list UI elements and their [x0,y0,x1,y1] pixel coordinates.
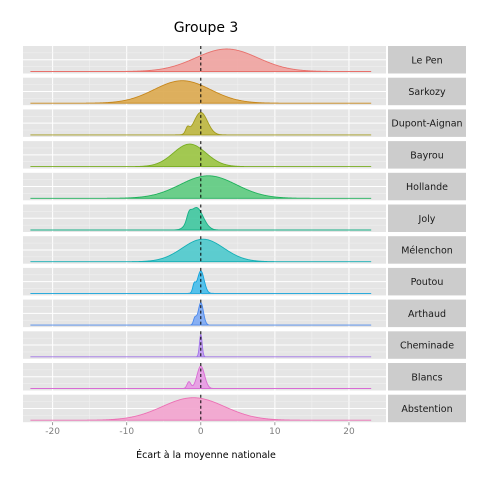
panel-bayrou: Bayrou [23,141,466,169]
strip-background [388,46,466,74]
panel-le-pen: Le Pen [23,46,466,74]
strip-label: Le Pen [411,55,442,66]
strip-label: Dupont-Aignan [391,119,462,130]
x-tick-label: 20 [343,427,355,437]
strip-label: Blancs [411,372,442,383]
strip-label: Poutou [411,277,444,288]
panels: Le Pen Sarkozy Dupont-Aignan Bayrou Hollande… [23,46,466,423]
strip-background [388,77,466,106]
density-area [30,332,372,358]
panel-sarkozy: Sarkozy [23,77,466,106]
density-area [30,111,372,136]
panel-poutou: Poutou [23,267,466,296]
panel-dupont-aignan: Dupont-Aignan [23,109,466,137]
strip-background [388,363,466,391]
strip-background [388,141,466,169]
x-axis: -20 -10 0 10 20 [45,422,355,437]
density-area [30,397,372,421]
panel-grid [23,331,386,359]
strip-background [388,204,466,232]
density-area [30,365,372,389]
strip-label: Hollande [406,182,448,193]
x-tick-label: -10 [119,427,134,437]
strip-background [388,267,466,296]
density-area [30,270,372,294]
panel-joly: Joly [23,204,466,232]
strip-label: Abstention [401,404,452,415]
strip-label: Joly [418,214,436,225]
x-tick-label: -20 [45,427,60,437]
strip-background [388,109,466,137]
strip-background [388,236,466,264]
density-area [30,48,372,72]
strip-label: Sarkozy [408,87,446,98]
x-tick-label: 10 [269,427,281,437]
strip-label: Mélenchon [401,245,453,256]
panel-blancs: Blancs [23,363,466,391]
density-area [30,302,372,326]
panel-grid [23,299,386,328]
density-area [30,175,372,199]
strip-label: Bayrou [410,150,444,161]
panel-arthaud: Arthaud [23,299,466,328]
strip-label: Arthaud [408,309,446,320]
chart-title: Groupe 3 [174,20,239,36]
panel-melenchon: Mélenchon [23,236,466,264]
x-axis-label: Écart à la moyenne nationale [136,449,276,461]
x-tick-label: 0 [198,427,204,437]
panel-abstention: Abstention [23,394,466,423]
strip-background [388,172,466,201]
panel-hollande: Hollande [23,172,466,201]
strip-background [388,331,466,359]
density-area [30,238,372,263]
strip-background [388,394,466,423]
strip-label: Cheminade [400,341,454,352]
strip-background [388,299,466,328]
panel-cheminade: Cheminade [23,331,466,359]
